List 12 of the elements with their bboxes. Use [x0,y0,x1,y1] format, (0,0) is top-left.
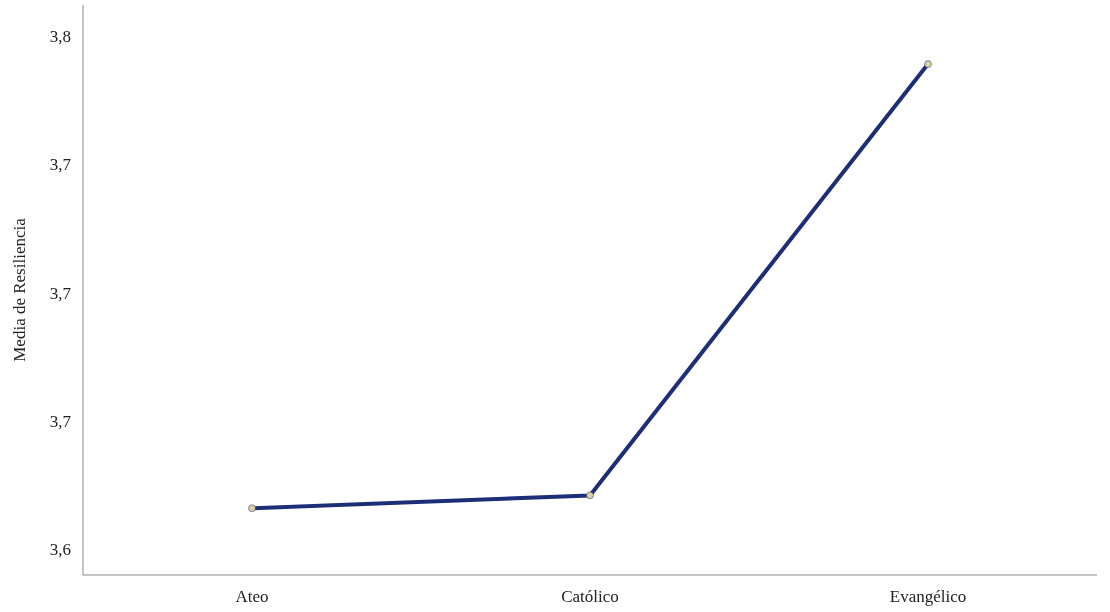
y-tick-label: 3,7 [49,155,72,175]
y-tick-label: 3,7 [49,411,72,431]
x-tick-label: Ateo [235,587,269,606]
y-tick-label: 3,7 [49,283,72,303]
point [924,60,932,68]
x-tick-label: Evangélico [889,587,967,606]
point [586,491,594,500]
point [248,504,256,512]
y-tick-label: 3,8 [49,26,71,46]
y-axis-title: Media de Resiliencia [10,217,29,362]
y-tick-label: 3,6 [49,540,71,560]
x-tick-label: Católico [561,587,619,606]
